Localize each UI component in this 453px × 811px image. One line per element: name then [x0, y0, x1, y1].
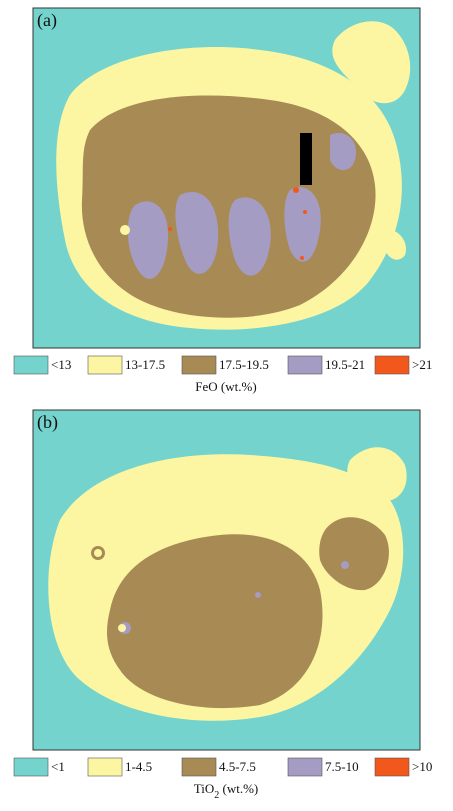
- figure: (a) <13 13-17.5 17.5-19.5 19.5-21 >21 FeO (wt.…: [0, 0, 453, 811]
- map-region: [300, 256, 304, 260]
- map-region: [255, 592, 261, 598]
- mask: [300, 133, 312, 185]
- legend-swatch: [288, 758, 322, 776]
- legend-swatch: [14, 758, 48, 776]
- map-region: [341, 561, 349, 569]
- map-region: [120, 225, 130, 235]
- legend-swatch: [375, 758, 409, 776]
- map: [33, 410, 420, 750]
- map: [33, 8, 420, 348]
- map-region: [303, 210, 307, 214]
- legend-item: 19.5-21: [288, 356, 365, 374]
- map-region: [94, 549, 102, 557]
- legend-label: 13-17.5: [125, 357, 165, 372]
- panel-label: (b): [37, 412, 58, 433]
- legend-label: 1-4.5: [125, 759, 152, 774]
- legend-swatch: [88, 758, 122, 776]
- legend-swatch: [182, 356, 216, 374]
- legend-label: <1: [51, 759, 65, 774]
- map-region: [168, 227, 172, 231]
- legend-swatch: [14, 356, 48, 374]
- legend-label: <13: [51, 357, 71, 372]
- legend-label: 19.5-21: [325, 357, 365, 372]
- legend-swatch: [88, 356, 122, 374]
- legend-label: 17.5-19.5: [219, 357, 269, 372]
- map-region: [293, 187, 299, 193]
- legend-item: 17.5-19.5: [182, 356, 269, 374]
- map-region: [118, 624, 126, 632]
- legend-item: <13: [14, 356, 71, 374]
- caption: TiO2 (wt.%): [194, 781, 258, 801]
- caption-part: TiO: [194, 781, 214, 796]
- panel-label: (a): [37, 10, 57, 31]
- caption-part: FeO (wt.%): [195, 379, 256, 394]
- legend-label: 7.5-10: [325, 759, 359, 774]
- caption: FeO (wt.%): [195, 379, 256, 394]
- legend-swatch: [288, 356, 322, 374]
- legend-item: 4.5-7.5: [182, 758, 256, 776]
- legend-item: <1: [14, 758, 65, 776]
- legend-swatch: [375, 356, 409, 374]
- legend-item: 7.5-10: [288, 758, 359, 776]
- legend-item: 13-17.5: [88, 356, 165, 374]
- legend-item: >10: [375, 758, 432, 776]
- legend-label: >21: [412, 357, 432, 372]
- legend-swatch: [182, 758, 216, 776]
- legend-item: 1-4.5: [88, 758, 152, 776]
- legend-item: >21: [375, 356, 432, 374]
- legend-label: >10: [412, 759, 432, 774]
- legend-label: 4.5-7.5: [219, 759, 256, 774]
- caption-part: (wt.%): [219, 781, 258, 796]
